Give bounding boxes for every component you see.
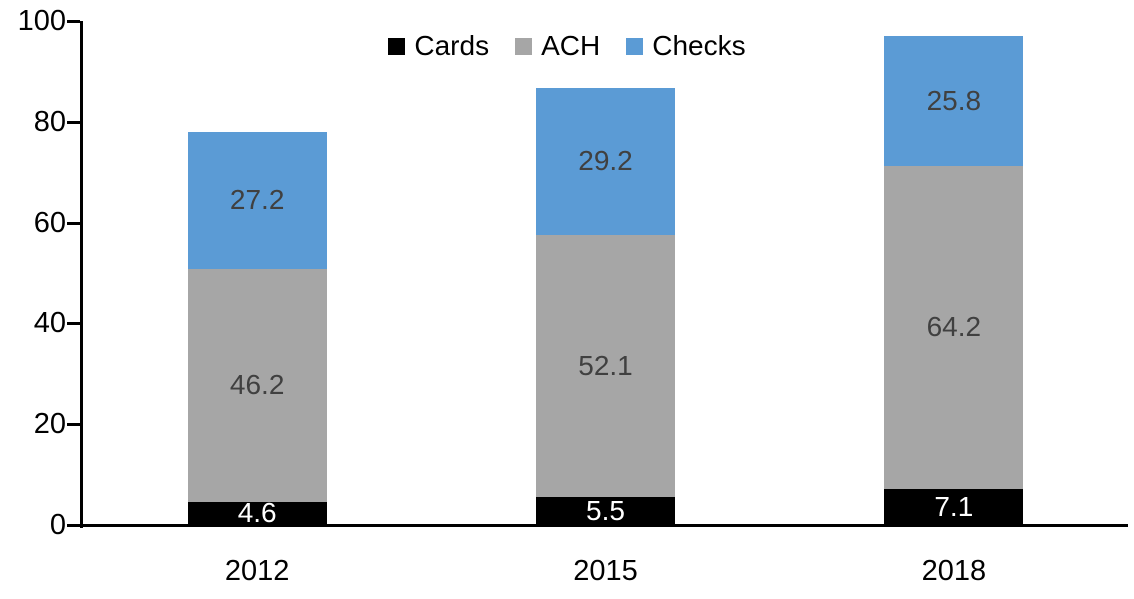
bar-value-label: 7.1	[934, 491, 974, 523]
y-tick-mark	[67, 20, 80, 23]
legend-label: ACH	[541, 30, 601, 61]
bar-value-label: 27.2	[229, 184, 285, 216]
legend-item-checks: Checks	[626, 30, 746, 61]
y-tick-mark	[67, 120, 80, 124]
bar-value-label: 52.1	[578, 349, 633, 381]
bar-segment-ach-2012	[187, 268, 327, 502]
y-axis-tick-label: 100	[17, 5, 66, 37]
legend-swatch-icon	[626, 37, 644, 55]
y-tick-mark	[67, 524, 80, 527]
legend-label: Checks	[652, 30, 746, 61]
legend-label: Cards	[414, 30, 490, 61]
y-axis-line	[80, 21, 83, 528]
x-axis-tick-label: 2012	[224, 555, 290, 587]
x-axis-tick-label: 2018	[921, 555, 987, 587]
bar-value-label: 46.2	[229, 369, 285, 401]
bar-segment-ach-2018	[884, 165, 1024, 490]
legend-item-ach: ACH	[515, 31, 600, 61]
bar-value-label: 5.5	[586, 495, 625, 527]
bar-segment-checks-2012	[187, 131, 327, 269]
legend-item-cards: Cards	[388, 31, 489, 61]
legend: Cards ACH Checks	[0, 31, 1134, 61]
y-axis-tick-label: 60	[33, 206, 66, 239]
legend-swatch-icon	[388, 37, 406, 55]
x-axis-tick-label: 2015	[573, 555, 638, 587]
y-tick-mark	[67, 423, 80, 427]
x-axis-line	[80, 524, 1128, 527]
bar-value-label: 4.6	[237, 497, 277, 529]
bar-value-label: 29.2	[578, 145, 633, 177]
y-tick-mark	[67, 322, 80, 326]
legend-swatch-icon	[515, 37, 533, 55]
y-axis-tick-label: 80	[33, 105, 66, 138]
y-tick-mark	[67, 221, 80, 225]
bar-segment-ach-2015	[536, 234, 675, 498]
bar-segment-checks-2015	[536, 87, 675, 235]
bar-segment-checks-2018	[884, 35, 1024, 166]
y-axis-tick-label: 40	[33, 307, 66, 340]
bar-value-label: 64.2	[926, 311, 982, 343]
y-axis-tick-label: 0	[49, 509, 66, 541]
bar-value-label: 25.8	[926, 84, 982, 116]
y-axis-tick-label: 20	[33, 408, 66, 441]
bar-segment-cards-2018	[884, 489, 1024, 525]
bar-segment-cards-2012	[187, 501, 327, 525]
bar-segment-cards-2015	[536, 497, 675, 525]
